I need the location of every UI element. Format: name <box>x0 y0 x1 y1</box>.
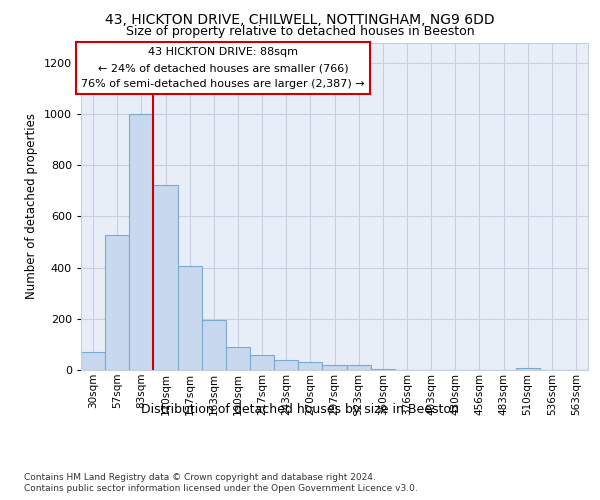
Bar <box>105 235 129 370</box>
Bar <box>322 366 347 370</box>
Text: Distribution of detached houses by size in Beeston: Distribution of detached houses by size … <box>141 402 459 415</box>
Bar <box>202 320 226 370</box>
Bar <box>129 114 154 370</box>
Bar <box>347 366 371 370</box>
Bar <box>226 347 250 370</box>
Bar <box>178 266 202 370</box>
Bar <box>371 368 395 370</box>
Bar <box>154 184 178 370</box>
Text: Contains public sector information licensed under the Open Government Licence v3: Contains public sector information licen… <box>24 484 418 493</box>
Bar <box>515 368 540 370</box>
Bar <box>274 360 298 370</box>
Text: 43 HICKTON DRIVE: 88sqm
← 24% of detached houses are smaller (766)
76% of semi-d: 43 HICKTON DRIVE: 88sqm ← 24% of detache… <box>81 48 365 88</box>
Text: 43, HICKTON DRIVE, CHILWELL, NOTTINGHAM, NG9 6DD: 43, HICKTON DRIVE, CHILWELL, NOTTINGHAM,… <box>105 12 495 26</box>
Bar <box>298 362 322 370</box>
Text: Contains HM Land Registry data © Crown copyright and database right 2024.: Contains HM Land Registry data © Crown c… <box>24 472 376 482</box>
Bar <box>250 354 274 370</box>
Bar <box>81 352 105 370</box>
Y-axis label: Number of detached properties: Number of detached properties <box>25 114 38 299</box>
Text: Size of property relative to detached houses in Beeston: Size of property relative to detached ho… <box>125 25 475 38</box>
